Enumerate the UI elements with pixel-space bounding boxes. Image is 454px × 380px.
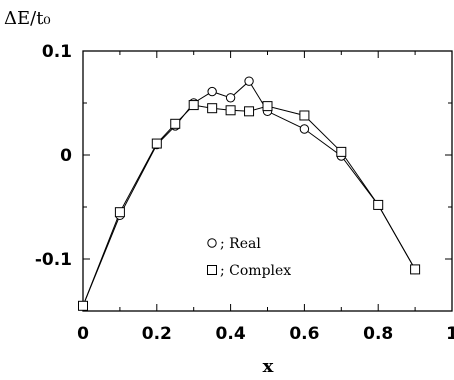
y-tick-label: 0 — [60, 146, 72, 166]
y-axis-title: ΔE/t₀ — [4, 8, 51, 29]
x-tick-label: 0.4 — [216, 324, 246, 344]
axis-ticks: 0 0.2 0.4 0.6 0.8 1 -0.1 0 0.1 — [35, 42, 454, 344]
square-marker — [188, 100, 199, 111]
circle-marker — [207, 86, 217, 97]
circle-marker — [299, 124, 310, 134]
square-marker — [151, 138, 162, 149]
square-marker — [170, 118, 181, 129]
legend-circle-marker — [207, 238, 217, 248]
square-marker — [373, 199, 384, 210]
square-marker — [225, 105, 236, 116]
x-axis-title: x — [263, 356, 274, 377]
square-marker — [336, 146, 347, 157]
legend-square-marker — [207, 265, 217, 275]
square-marker — [78, 300, 88, 311]
x-tick-label: 0 — [77, 324, 89, 344]
circle-marker — [244, 76, 254, 86]
square-marker — [262, 101, 273, 112]
square-marker — [410, 264, 421, 275]
legend-label-square: ; Complex — [220, 263, 291, 279]
square-marker — [244, 106, 255, 117]
y-tick-label: -0.1 — [35, 250, 72, 270]
x-tick-label: 0.2 — [142, 324, 172, 344]
data-series — [78, 76, 421, 311]
legend: ; Real ; Complex — [207, 236, 291, 279]
y-tick-label: 0.1 — [42, 42, 72, 62]
square-marker — [207, 103, 218, 114]
x-tick-label: 0.8 — [363, 324, 393, 344]
circle-marker — [225, 93, 236, 103]
square-marker — [299, 110, 310, 121]
x-tick-label: 0.6 — [289, 324, 319, 344]
square-marker — [114, 207, 125, 218]
legend-label-circle: ; Real — [220, 236, 261, 252]
x-tick-label: 1 — [446, 324, 454, 344]
